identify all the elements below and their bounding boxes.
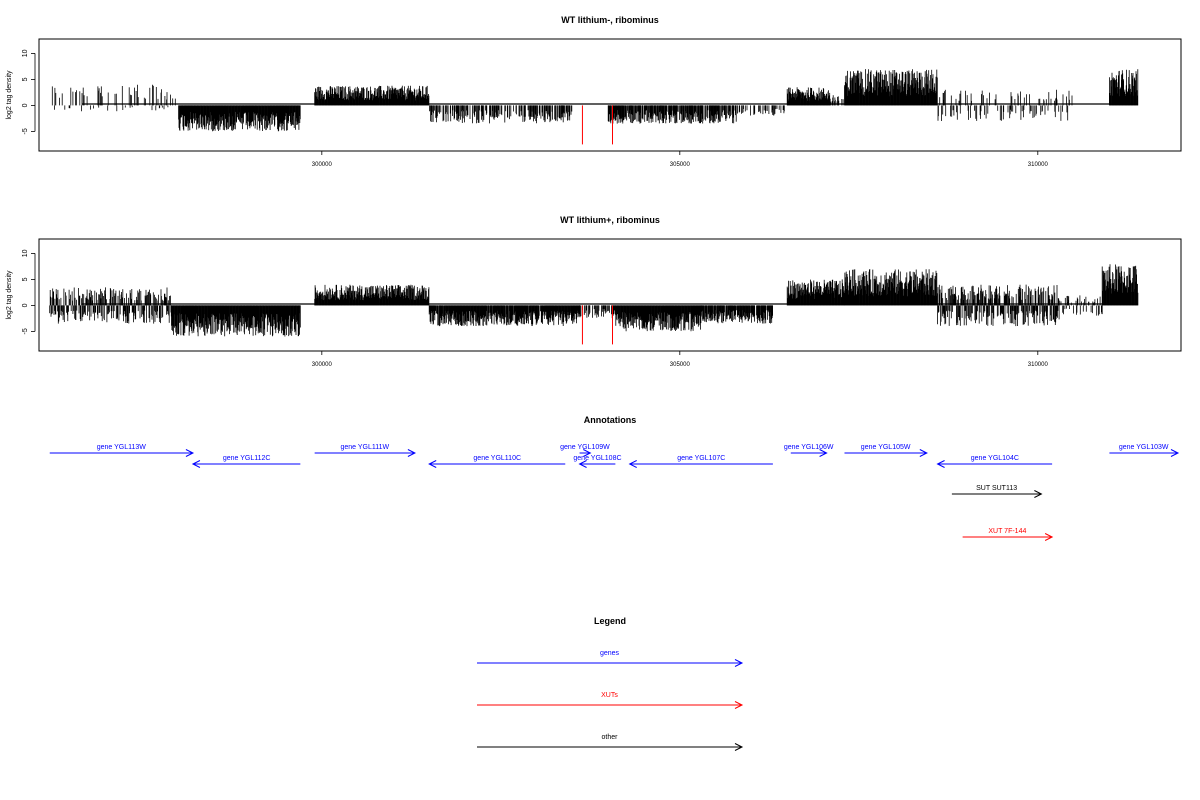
arrow-label: gene YGL110C xyxy=(473,455,521,462)
feature-other: SUT SUT113 xyxy=(951,485,1043,498)
x-tick-label: 310000 xyxy=(1028,362,1049,368)
arrow-label: gene YGL107C xyxy=(677,455,725,462)
panel-title: WT lithium-, ribominus xyxy=(561,15,659,25)
arrow-head xyxy=(583,449,592,457)
arrow-label: gene YGL109W xyxy=(560,444,610,451)
x-tick-label: 310000 xyxy=(1028,162,1049,168)
plot-frame xyxy=(38,238,1182,352)
arrow-label: gene YGL113W xyxy=(97,444,147,451)
y-tick-label: -5 xyxy=(22,328,29,334)
feature-gene: gene YGL103W xyxy=(1109,444,1180,457)
y-tick-label: 5 xyxy=(22,77,29,81)
legend: Legend genes XUTs other xyxy=(477,616,744,751)
arrow-head xyxy=(734,743,744,751)
x-axis: 300000 305000 310000 xyxy=(312,351,1049,368)
arrow-head xyxy=(428,460,437,468)
arrow-label: gene YGL112C xyxy=(223,455,271,462)
arrow-head xyxy=(628,460,637,468)
arrow-head xyxy=(578,460,587,468)
arrow-label: gene YGL108C xyxy=(573,455,621,462)
feature-gene: gene YGL111W xyxy=(314,444,417,457)
y-axis-label: log2 tag density xyxy=(6,70,13,120)
feature-gene: gene YGL113W xyxy=(49,444,195,457)
arrow-label: gene YGL106W xyxy=(784,444,834,451)
legend-entry-other: other xyxy=(477,734,744,751)
feature-gene: gene YGL106W xyxy=(784,444,834,457)
arrow-label: XUTs xyxy=(601,692,618,699)
legend-entries: genes XUTs other xyxy=(477,650,744,751)
y-axis-label: log2 tag density xyxy=(6,270,13,320)
y-tick-label: 0 xyxy=(22,103,29,107)
arrow-head xyxy=(191,460,201,468)
arrow-head xyxy=(407,449,417,457)
coverage-bars xyxy=(51,69,1139,132)
arrow-head xyxy=(1034,490,1043,498)
y-tick-label: 0 xyxy=(22,303,29,307)
feature-gene: gene YGL105W xyxy=(844,444,928,457)
arrow-head xyxy=(1044,533,1054,541)
feature-gene: gene YGL104C xyxy=(936,455,1053,468)
arrow-label: SUT SUT113 xyxy=(976,485,1017,492)
arrow-head xyxy=(734,659,744,667)
arrow-label: other xyxy=(602,734,619,741)
x-axis: 300000 305000 310000 xyxy=(312,151,1049,168)
arrow-label: gene YGL105W xyxy=(861,444,911,451)
feature-gene: gene YGL112C xyxy=(191,455,301,468)
arrow-head xyxy=(819,449,828,457)
y-tick-label: 5 xyxy=(22,277,29,281)
x-tick-label: 300000 xyxy=(312,362,333,368)
arrow-head xyxy=(1170,449,1180,457)
feature-gene: gene YGL108C xyxy=(573,455,622,468)
arrow-head xyxy=(936,460,945,468)
highlighted-bars xyxy=(581,305,614,345)
y-axis: -5 0 5 10 xyxy=(22,249,36,335)
arrow-label: genes xyxy=(600,650,620,657)
arrow-head xyxy=(734,701,744,709)
arrow-head xyxy=(185,449,195,457)
legend-entry-gene: genes xyxy=(477,650,744,667)
feature-gene: gene YGL107C xyxy=(628,455,773,468)
arrow-label: gene YGL103W xyxy=(1119,444,1169,451)
feature-list: gene YGL113W gene YGL112C gene YGL111W gene… xyxy=(49,444,1180,541)
coverage-bars xyxy=(49,264,1139,337)
x-tick-label: 305000 xyxy=(670,362,691,368)
y-tick-label: -5 xyxy=(22,128,29,134)
panel-title: WT lithium+, ribominus xyxy=(560,215,660,225)
arrow-label: XUT 7F-144 xyxy=(988,528,1026,535)
y-tick-label: 10 xyxy=(22,49,29,57)
legend-title: Legend xyxy=(594,616,626,626)
feature-gene: gene YGL110C xyxy=(428,455,566,468)
legend-entry-xut: XUTs xyxy=(477,692,744,709)
y-axis: -5 0 5 10 xyxy=(22,49,36,135)
track-panel-lithium-plus: WT lithium+, ribominus log2 tag density … xyxy=(6,215,1182,368)
feature-gene: gene YGL109W xyxy=(560,444,610,457)
highlighted-bars xyxy=(581,105,614,145)
annotations-title: Annotations xyxy=(584,415,637,425)
arrow-label: gene YGL104C xyxy=(971,455,1019,462)
plot-frame xyxy=(38,38,1182,152)
x-tick-label: 300000 xyxy=(312,162,333,168)
track-panel-lithium-minus: WT lithium-, ribominus log2 tag density … xyxy=(6,15,1182,168)
arrow-label: gene YGL111W xyxy=(340,444,389,451)
y-tick-label: 10 xyxy=(22,249,29,257)
arrow-head xyxy=(919,449,928,457)
feature-xut: XUT 7F-144 xyxy=(962,528,1054,541)
x-tick-label: 305000 xyxy=(670,162,691,168)
